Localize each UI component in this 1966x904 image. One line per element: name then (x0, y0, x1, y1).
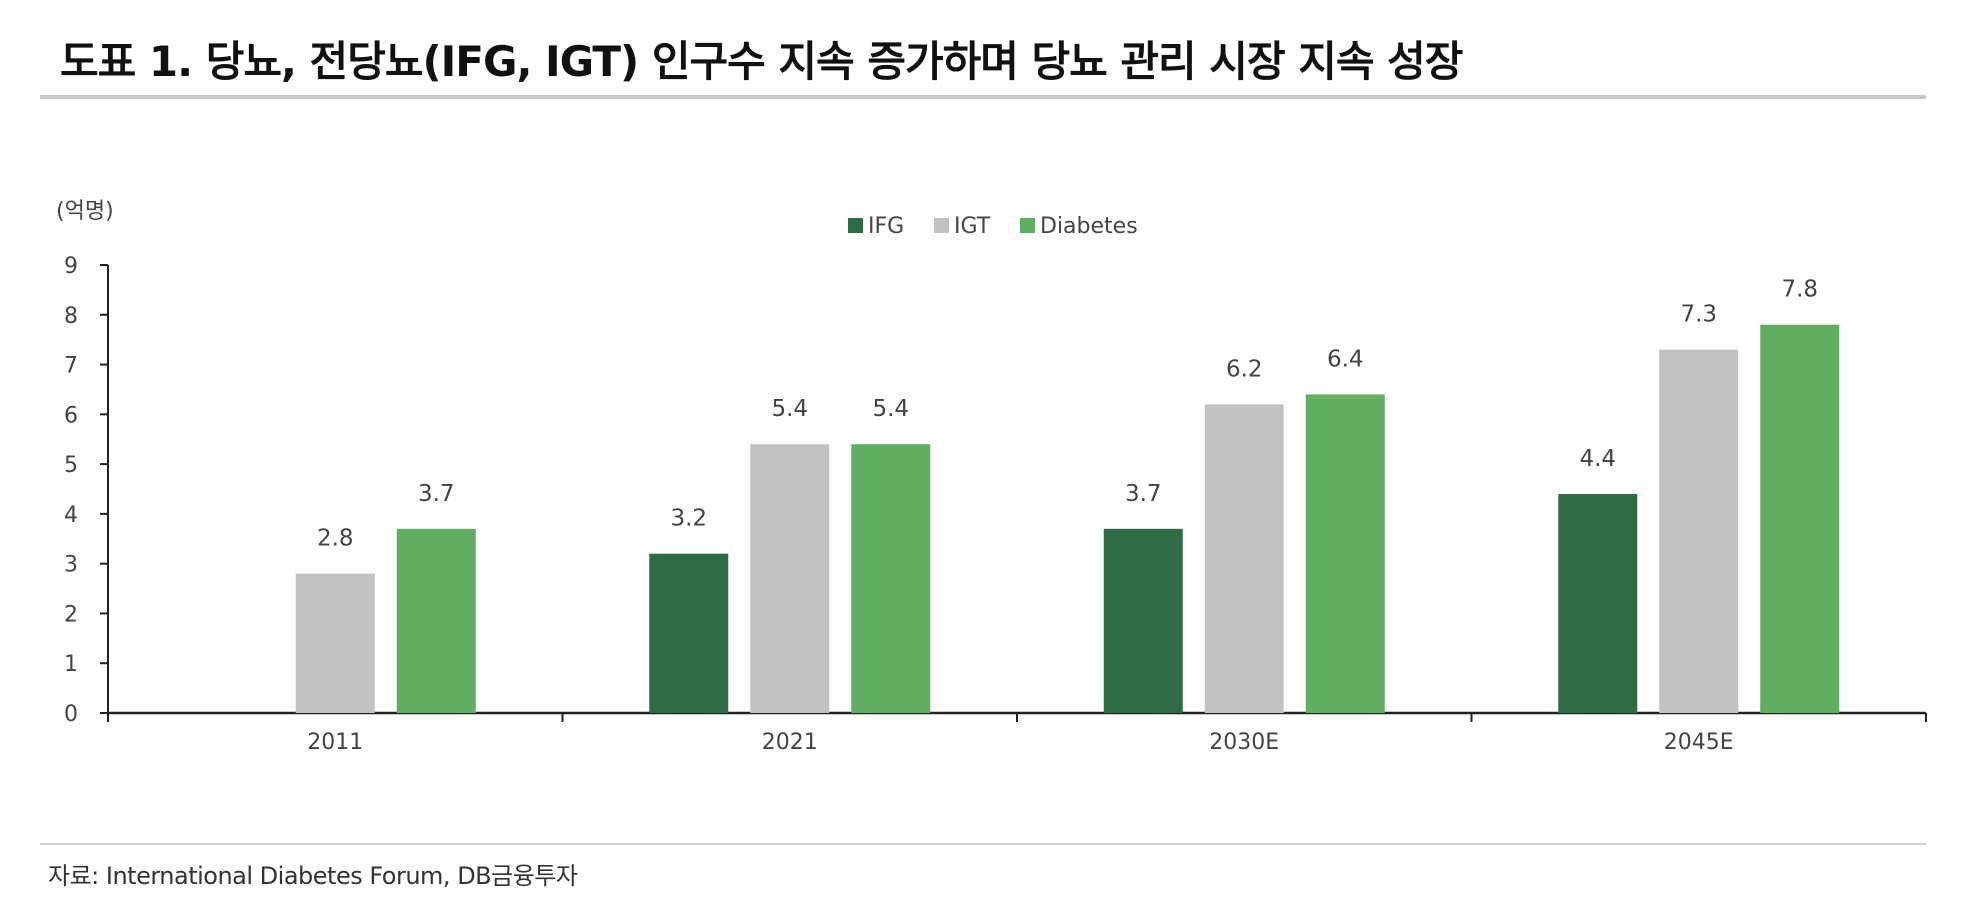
bar-diabetes (1305, 394, 1385, 713)
legend-swatch-igt (934, 218, 949, 233)
bar-ifg (649, 553, 729, 713)
legend-swatch-ifg (848, 218, 863, 233)
y-tick-label: 1 (64, 652, 78, 677)
source-divider (40, 843, 1926, 845)
page-title: 도표 1. 당뇨, 전당뇨(IFG, IGT) 인구수 지속 증가하며 당뇨 관… (60, 37, 1463, 86)
data-label: 3.7 (1125, 481, 1162, 507)
bar-ifg (1558, 493, 1638, 713)
bar-igt (1659, 349, 1739, 713)
y-tick-label: 7 (64, 354, 78, 379)
y-tick-label: 6 (64, 403, 78, 428)
data-label: 4.4 (1579, 446, 1616, 472)
legend-swatch-diabetes (1020, 218, 1035, 233)
data-label: 7.3 (1680, 302, 1717, 328)
x-category-label: 2045E (1664, 730, 1734, 755)
bar-diabetes (1760, 324, 1840, 713)
y-unit-label: (억명) (56, 199, 114, 224)
bar-diabetes (396, 528, 476, 713)
y-tick-label: 9 (64, 254, 78, 279)
y-tick-label: 4 (64, 503, 78, 528)
data-label: 6.4 (1327, 346, 1364, 372)
y-tick-label: 3 (64, 553, 78, 578)
y-tick-label: 8 (64, 304, 78, 329)
y-tick-label: 2 (64, 602, 78, 627)
data-label: 5.4 (872, 396, 909, 422)
legend-label: IGT (954, 214, 991, 239)
bar-igt (295, 573, 375, 713)
data-label: 3.7 (418, 481, 455, 507)
legend-label: IFG (868, 214, 904, 239)
bar-ifg (1103, 528, 1183, 713)
y-tick-label: 0 (64, 702, 78, 727)
x-category-label: 2021 (762, 730, 818, 755)
legend-label: Diabetes (1040, 214, 1138, 239)
source-note: 자료: International Diabetes Forum, DB금융투자 (48, 862, 578, 890)
data-label: 6.2 (1226, 356, 1263, 382)
x-category-label: 2011 (307, 730, 363, 755)
title-divider (40, 95, 1926, 99)
data-label: 3.2 (670, 506, 707, 532)
data-label: 7.8 (1781, 277, 1818, 303)
bar-igt (1204, 404, 1284, 713)
data-label: 5.4 (771, 396, 808, 422)
bar-igt (750, 444, 830, 713)
x-category-label: 2030E (1209, 730, 1279, 755)
bar-diabetes (851, 444, 931, 713)
data-label: 2.8 (317, 526, 354, 552)
y-tick-label: 5 (64, 453, 78, 478)
